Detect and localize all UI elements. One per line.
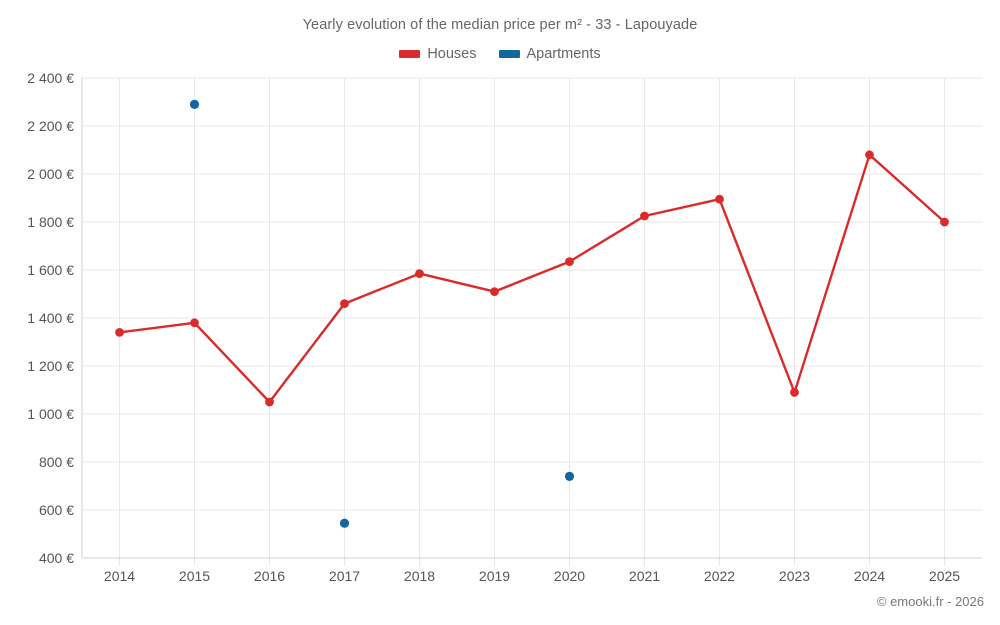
y-axis-labels: 2 400 € 2 200 € 2 000 € 1 800 € 1 600 € 1 400… xyxy=(0,0,74,625)
footer-credit: © emooki.fr - 2026 xyxy=(876,594,984,609)
legend-label-apartments: Apartments xyxy=(526,46,601,62)
y-axis-tick: 1 800 € xyxy=(27,214,74,230)
y-axis-tick: 600 € xyxy=(38,502,74,518)
x-axis-tick: 2020 xyxy=(553,568,586,584)
series-apartments xyxy=(189,99,575,528)
x-axis-tick: 2023 xyxy=(778,568,811,584)
y-axis-tick: 2 200 € xyxy=(27,118,74,134)
chart-title: Yearly evolution of the median price per… xyxy=(302,17,698,33)
x-axis-tick: 2025 xyxy=(928,568,961,584)
x-axis-tick: 2014 xyxy=(103,568,136,584)
legend-swatch-apartments xyxy=(498,50,520,58)
legend-item-apartments[interactable]: Apartments xyxy=(498,46,601,62)
y-axis-tick: 2 400 € xyxy=(27,70,74,86)
x-axis-tick: 2015 xyxy=(178,568,211,584)
chart-legend: Houses Apartments xyxy=(0,46,1000,62)
x-axis-tick: 2021 xyxy=(628,568,661,584)
y-axis-tick: 2 000 € xyxy=(27,166,74,182)
y-axis-tick: 1 200 € xyxy=(27,358,74,374)
y-axis-tick: 1 400 € xyxy=(27,310,74,326)
legend-label-houses: Houses xyxy=(427,46,477,62)
axis-lines xyxy=(81,78,982,559)
x-axis-tick: 2022 xyxy=(703,568,736,584)
x-axis-tick: 2017 xyxy=(328,568,361,584)
legend-swatch-houses xyxy=(399,50,421,58)
x-axis-tick: 2019 xyxy=(478,568,511,584)
legend-item-houses[interactable]: Houses xyxy=(399,46,477,62)
y-axis-tick: 1 600 € xyxy=(27,262,74,278)
x-axis-tick: 2016 xyxy=(253,568,286,584)
y-axis-tick: 1 000 € xyxy=(27,406,74,422)
x-axis-tick: 2018 xyxy=(403,568,436,584)
y-axis-tick: 800 € xyxy=(38,454,74,470)
series-houses xyxy=(115,150,949,407)
x-axis-tick: 2024 xyxy=(853,568,886,584)
y-axis-tick: 400 € xyxy=(38,550,74,566)
